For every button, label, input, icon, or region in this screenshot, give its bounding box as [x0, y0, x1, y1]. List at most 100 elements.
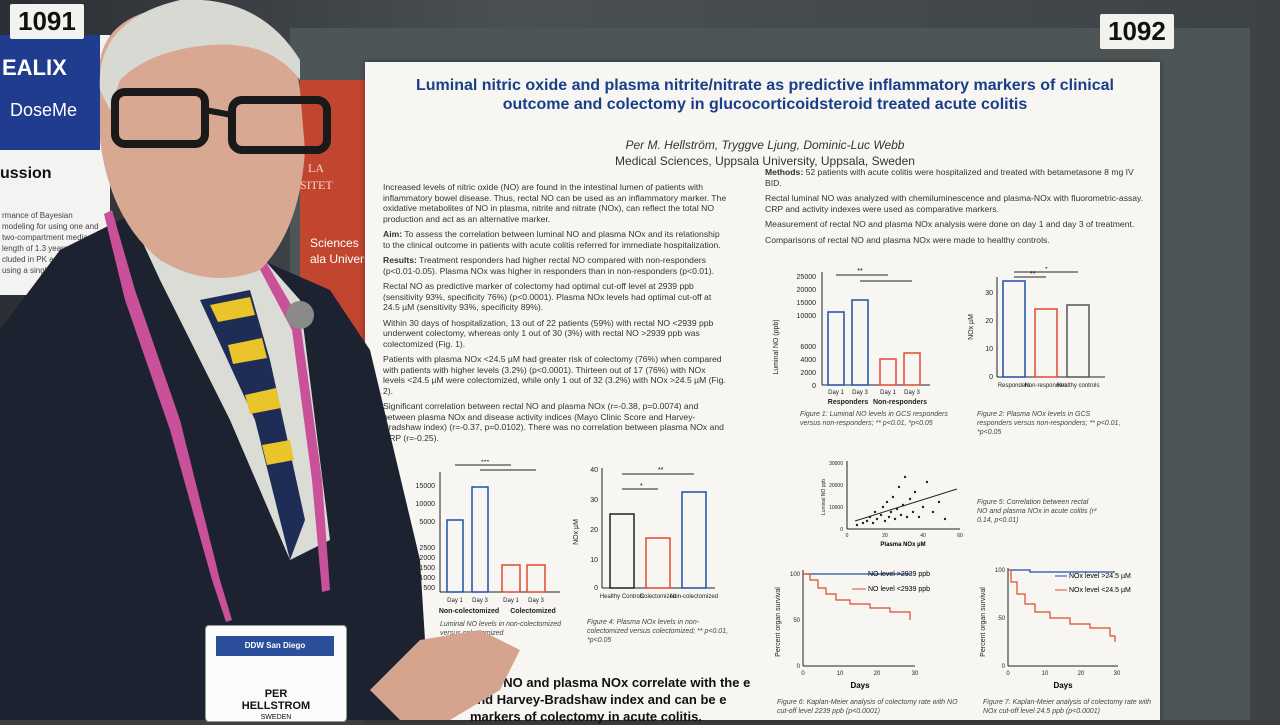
fig5-xtick: 0	[846, 533, 849, 539]
fig1-tick: 6000	[800, 344, 816, 351]
results-paragraph: Patients with plasma NOx <24.5 µM had gr…	[383, 354, 726, 396]
methods-paragraph: Rectal luminal NO was analyzed with chem…	[765, 193, 1144, 214]
fig6-xtick: 0	[801, 671, 805, 677]
fig7-xtick: 20	[1078, 671, 1085, 677]
fig3-caption: Luminal NO levels in non-colectomized ve…	[440, 621, 561, 637]
fig5-point	[925, 480, 929, 484]
board-number-left: 1091	[10, 4, 84, 39]
fig4-bar	[645, 537, 671, 589]
fig1-xlabel: Day 3	[904, 390, 920, 396]
fig5-point	[913, 490, 917, 494]
figure-4-chart: NOx µM 40 30 20 10 0 ** * Healthy Contro…	[573, 467, 718, 600]
fig3-tick: 1500	[419, 565, 435, 572]
fig7-xlabel: Days	[1053, 681, 1073, 690]
fig1-xlabel: Day 1	[828, 390, 844, 396]
fig5-point	[908, 497, 912, 501]
fig6-tick: 0	[797, 664, 801, 670]
fig5-ylabel: Luminal NO ppb	[821, 479, 827, 515]
fig6-legend: NO level <2939 ppb	[868, 586, 930, 593]
methods-paragraph: Measurement of rectal NO and plasma NOx …	[765, 219, 1135, 229]
fig5-regression-line	[854, 488, 958, 522]
fig2-tick: 30	[985, 290, 993, 297]
fig7-tick: 100	[995, 568, 1006, 574]
fig3-xlabel: Day 1	[503, 598, 519, 604]
fig6-ylabel: Percent organ survival	[775, 587, 782, 657]
fig4-xlabel: Non-colectomized	[670, 594, 718, 600]
methods-paragraph: Methods: 52 patients with acute colitis …	[765, 167, 1134, 188]
aim-paragraph: Aim: To assess the correlation between l…	[383, 229, 721, 250]
fig6-legend: NO level >2939 ppb	[868, 571, 930, 578]
fig4-tick: 30	[590, 497, 598, 504]
fig7-xtick: 10	[1042, 671, 1049, 677]
fig5-caption: Figure 5: Correlation between rectal NO …	[977, 499, 1097, 524]
fig5-point	[943, 517, 947, 521]
fig1-bar	[827, 311, 845, 386]
fig1-tick: 25000	[797, 274, 817, 281]
badge-event: DDW San Diego	[216, 636, 334, 656]
fig3-ylabel: al NO (ppb)	[398, 522, 405, 558]
fig3-bar	[501, 564, 521, 593]
fig5-point	[917, 515, 921, 519]
fig7-xtick: 0	[1006, 671, 1010, 677]
fig7-curve-low	[1008, 569, 1116, 642]
fig5-point	[911, 510, 915, 514]
university-logo-text: LA SITET	[300, 161, 333, 192]
fig5-point	[868, 515, 872, 519]
fig7-caption: Figure 7: Kaplan-Meier analysis of colec…	[983, 699, 1152, 715]
fig5-point	[893, 517, 897, 521]
fig3-tick: 1000	[419, 575, 435, 582]
fig5-xtick: 20	[882, 533, 888, 539]
fig2-ylabel: NOx µM	[968, 314, 975, 340]
fig1-tick: 0	[812, 383, 816, 390]
fig5-point	[887, 515, 891, 519]
fig1-xlabel: Day 1	[880, 390, 896, 396]
fig5-point	[921, 505, 925, 509]
fig1-xlabel: Day 3	[852, 390, 868, 396]
fig4-ylabel: NOx µM	[573, 519, 580, 545]
fig3-sig: ***	[481, 460, 489, 466]
fig1-group: Responders	[828, 399, 869, 406]
fig6-xtick: 20	[874, 671, 881, 677]
poster: Luminal nitric oxide and plasma nitrite/…	[365, 62, 1160, 724]
fig5-point	[891, 495, 895, 499]
fig3-tick: 5000	[419, 519, 435, 526]
fig5-point	[855, 523, 859, 527]
intro-text: Increased levels of nitric oxide (NO) ar…	[383, 182, 727, 224]
left-banner-text2: DoseMe	[10, 100, 78, 120]
figure-3-chart: al NO (ppb) 15000 10000 5000 2500 2000 1…	[398, 460, 560, 615]
fig1-tick: 15000	[797, 300, 817, 307]
figure-6-chart: Percent organ survival 100 50 0 NO level…	[775, 570, 930, 690]
fig2-tick: 10	[985, 346, 993, 353]
fig2-caption: Figure 2: Plasma NOx levels in GCS respo…	[977, 411, 1121, 436]
fig3-bar	[526, 564, 546, 593]
fig3-xlabel: Day 3	[472, 598, 488, 604]
fig1-tick: 2000	[800, 370, 816, 377]
fig1-tick: 10000	[797, 313, 817, 320]
left-banner-text: EALIX	[2, 55, 67, 80]
results-paragraph: Significant correlation between rectal N…	[383, 401, 724, 443]
fig5-point	[899, 513, 903, 517]
fig5-xtick: 60	[957, 533, 963, 539]
methods-paragraph: Comparisons of rectal NO and plasma NOx …	[765, 234, 1050, 245]
poster-right-column: Methods: 52 patients with acute colitis …	[765, 167, 1145, 250]
badge-name: PER HELLSTROM SWEDEN	[241, 688, 311, 721]
fig1-sig: **	[857, 268, 863, 275]
fig4-bar	[681, 491, 707, 589]
fig7-xtick: 30	[1114, 671, 1121, 677]
fig3-xlabel: Day 3	[528, 598, 544, 604]
fig5-point	[879, 513, 883, 517]
fig5-point	[873, 510, 877, 514]
fig6-curve-low	[803, 573, 911, 620]
fig2-sig: **	[1030, 271, 1036, 278]
fig1-tick: 4000	[800, 357, 816, 364]
fig4-tick: 20	[590, 527, 598, 534]
left-heading: ussion	[0, 165, 52, 182]
fig7-tick: 0	[1002, 664, 1006, 670]
fig4-sig: **	[658, 467, 664, 474]
fig2-tick: 0	[989, 374, 993, 381]
fig4-xlabel: Colectomized	[640, 594, 676, 600]
fig3-tick: 2000	[419, 555, 435, 562]
fig5-point	[897, 485, 901, 489]
figure-5-chart: Luminal NO ppb 30000 20000 10000 0 0 20 …	[821, 461, 963, 548]
fig4-tick: 0	[594, 585, 598, 592]
